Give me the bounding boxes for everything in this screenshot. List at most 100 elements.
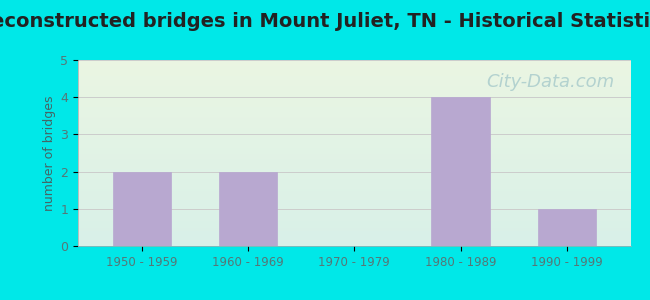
Bar (78, 108, 630, 109)
Bar (78, 182, 630, 183)
Bar (78, 124, 630, 125)
Bar (78, 112, 630, 113)
Bar (78, 210, 630, 211)
Bar (78, 136, 630, 137)
Bar (78, 204, 630, 205)
Bar (78, 185, 630, 187)
Bar (78, 236, 630, 237)
Bar (78, 200, 630, 201)
Bar (78, 223, 630, 224)
Bar (78, 116, 630, 117)
Bar (78, 109, 630, 110)
Bar (78, 88, 630, 89)
Bar (78, 60, 630, 61)
Bar (78, 233, 630, 234)
Bar (78, 160, 630, 161)
Bar (78, 155, 630, 156)
Bar (78, 67, 630, 68)
Bar (78, 175, 630, 176)
Bar (78, 111, 630, 112)
Bar (78, 133, 630, 134)
Bar (78, 171, 630, 172)
Bar (78, 205, 630, 206)
Bar (78, 97, 630, 98)
Bar (78, 167, 630, 168)
Bar (78, 219, 630, 220)
Bar (78, 215, 630, 216)
Bar (78, 119, 630, 120)
Bar (78, 214, 630, 215)
Bar (78, 143, 630, 144)
Bar (432, 97, 489, 246)
Bar (78, 64, 630, 66)
Bar (78, 77, 630, 78)
Bar (219, 172, 277, 246)
Bar (78, 226, 630, 227)
Bar (78, 154, 630, 155)
Bar (78, 122, 630, 123)
Bar (78, 138, 630, 139)
Bar (78, 176, 630, 177)
Bar (78, 172, 630, 173)
Bar (78, 168, 630, 169)
Bar (78, 158, 630, 159)
Bar (78, 81, 630, 82)
Bar (78, 94, 630, 95)
Bar (78, 166, 630, 167)
Bar (78, 169, 630, 170)
Bar (78, 144, 630, 145)
Bar (78, 120, 630, 122)
Bar (78, 117, 630, 118)
Bar (78, 211, 630, 212)
Bar (78, 153, 630, 154)
Bar (78, 139, 630, 140)
Bar (78, 234, 630, 235)
Bar (78, 162, 630, 163)
Bar (78, 187, 630, 188)
Bar (78, 91, 630, 92)
Bar (78, 237, 630, 238)
Bar (78, 157, 630, 158)
Bar (78, 131, 630, 132)
Bar (78, 227, 630, 228)
Bar (78, 232, 630, 233)
Bar (78, 113, 630, 114)
Bar (78, 150, 630, 151)
Bar (78, 230, 630, 231)
Bar (78, 184, 630, 185)
Bar (78, 145, 630, 146)
Bar (78, 76, 630, 77)
Bar (78, 242, 630, 243)
Bar (78, 89, 630, 90)
Bar (78, 202, 630, 203)
Bar (78, 80, 630, 81)
Bar (78, 206, 630, 207)
Bar (78, 123, 630, 124)
Bar (78, 73, 630, 74)
Bar (78, 222, 630, 223)
Bar (78, 228, 630, 229)
Bar (78, 177, 630, 178)
Bar (78, 159, 630, 160)
Bar (78, 105, 630, 106)
Bar (78, 62, 630, 63)
Bar (78, 193, 630, 194)
Bar (78, 148, 630, 149)
Bar (78, 216, 630, 217)
Bar (78, 103, 630, 104)
Bar (78, 102, 630, 103)
Bar (78, 164, 630, 165)
Bar (78, 241, 630, 242)
Bar (78, 118, 630, 119)
Bar (78, 95, 630, 96)
Bar (78, 130, 630, 131)
Bar (78, 156, 630, 157)
Bar (78, 217, 630, 218)
Bar (78, 195, 630, 196)
Bar (112, 172, 171, 246)
Bar (78, 146, 630, 147)
Bar (78, 132, 630, 133)
Bar (78, 82, 630, 83)
Bar (78, 114, 630, 115)
Bar (78, 243, 630, 244)
